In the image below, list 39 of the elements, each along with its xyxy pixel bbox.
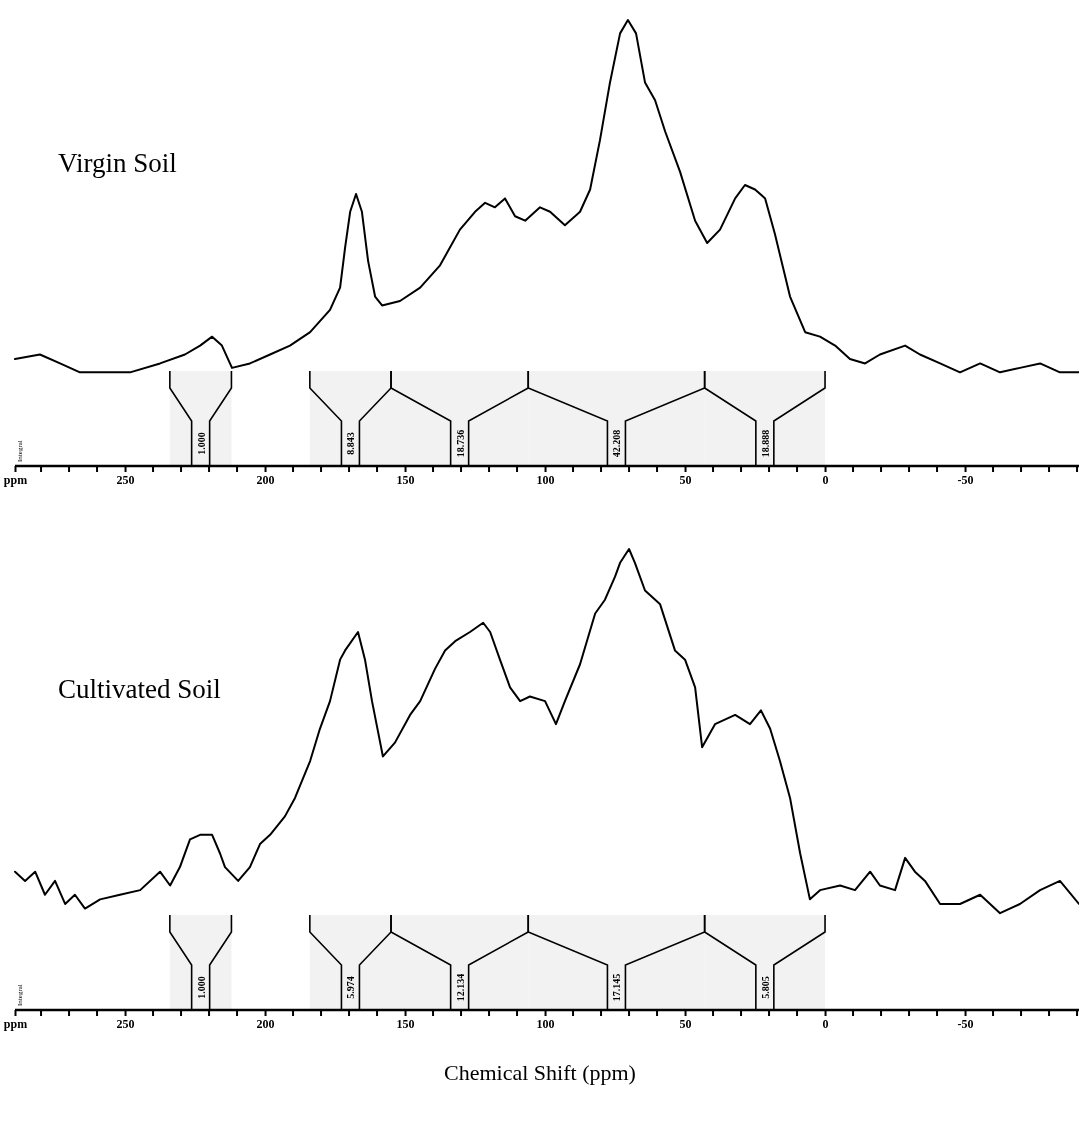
band-label: 1.000	[195, 976, 207, 999]
x-tick-label: 150	[396, 1016, 415, 1031]
x-tick-label: ppm	[3, 1016, 28, 1031]
text: Cultivated Soil	[58, 674, 221, 704]
x-tick-label: 0	[822, 472, 829, 487]
x-tick-label: 200	[256, 472, 275, 487]
x-tick-label: 150	[396, 472, 415, 487]
integral-bracket: 12.134	[390, 914, 530, 1011]
integral-bracket: 8.843	[309, 370, 392, 467]
x-tick-label: 200	[256, 1016, 275, 1031]
band-label: 5.974	[345, 976, 357, 999]
integral-bracket: 1.000	[169, 914, 233, 1011]
band-label: 17.145	[611, 973, 623, 1002]
x-tick-label: 250	[116, 1016, 135, 1031]
x-tick-label: 50	[679, 472, 692, 487]
x-axis-title: Chemical Shift (ppm)	[444, 1060, 636, 1085]
text: Virgin Soil	[58, 148, 177, 178]
integral-bracket: 1.000	[169, 370, 233, 467]
x-tick-label: 100	[536, 1016, 555, 1031]
x-tick-label: 250	[116, 472, 135, 487]
integral-bracket: 5.805	[703, 914, 826, 1011]
integral-bracket: 18.888	[703, 370, 826, 467]
x-tick-label: 0	[822, 1016, 829, 1031]
band-label: 18.736	[454, 429, 466, 458]
x-tick-label: ppm	[3, 472, 28, 487]
band-label: 1.000	[195, 432, 207, 455]
band-label: 18.888	[759, 429, 771, 458]
x-tick-label: -50	[957, 472, 974, 487]
integral-bracket: 5.974	[309, 914, 392, 1011]
band-label: 42.208	[611, 429, 623, 458]
x-tick-label: 50	[679, 1016, 692, 1031]
integral-bracket: 18.736	[390, 370, 530, 467]
integral-bracket: 42.208	[527, 370, 706, 467]
x-tick-label: -50	[957, 1016, 974, 1031]
band-label: 5.805	[759, 976, 771, 999]
band-label: 8.843	[345, 432, 357, 455]
band-label: 12.134	[454, 973, 466, 1002]
x-tick-label: 100	[536, 472, 555, 487]
integral-bracket: 17.145	[527, 914, 706, 1011]
